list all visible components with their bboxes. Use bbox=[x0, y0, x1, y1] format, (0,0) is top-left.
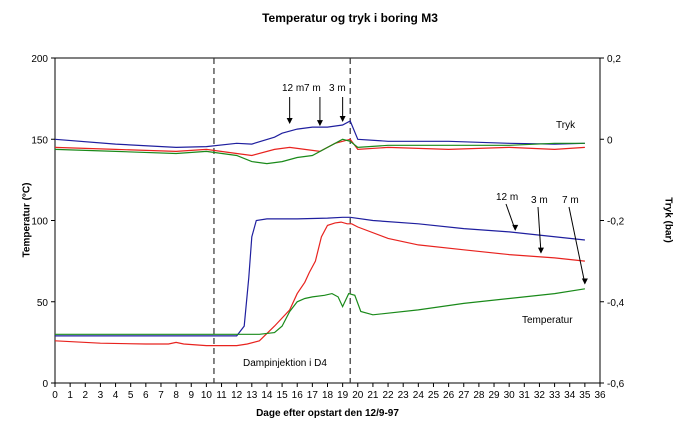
y-right-tick-label: 0,2 bbox=[607, 54, 621, 65]
x-tick-label: 30 bbox=[504, 390, 516, 401]
x-tick-label: 15 bbox=[277, 390, 289, 401]
arrow-head bbox=[339, 116, 346, 122]
x-tick-label: 35 bbox=[579, 390, 591, 401]
arrow-head bbox=[316, 120, 323, 127]
x-tick-label: 18 bbox=[322, 390, 334, 401]
x-tick-label: 36 bbox=[594, 390, 606, 401]
x-tick-label: 29 bbox=[488, 390, 500, 401]
annotation-depth-label: 3 m bbox=[329, 83, 346, 94]
y-left-tick-label: 50 bbox=[37, 298, 49, 309]
y-left-tick-label: 100 bbox=[31, 217, 48, 228]
x-tick-label: 1 bbox=[67, 390, 73, 401]
y-axis-left-label: Temperatur (°C) bbox=[21, 182, 33, 258]
x-tick-label: 31 bbox=[519, 390, 531, 401]
annotation-arrow bbox=[568, 206, 586, 284]
arrow-head bbox=[537, 247, 544, 254]
y-axis-right-label: Tryk (bar) bbox=[662, 197, 674, 243]
x-tick-label: 2 bbox=[82, 390, 88, 401]
pressure-line-m12 bbox=[54, 120, 585, 149]
temperature-line-m7 bbox=[55, 288, 585, 335]
x-tick-label: 9 bbox=[188, 390, 194, 401]
y-right-tick-label: -0,2 bbox=[607, 217, 625, 228]
chart-title: Temperatur og tryk i boring M3 bbox=[262, 11, 438, 25]
x-tick-label: 34 bbox=[564, 390, 576, 401]
x-tick-label: 28 bbox=[473, 390, 485, 401]
annotation-tryk: Tryk bbox=[556, 120, 576, 131]
pressure-line-m7 bbox=[54, 138, 585, 165]
y-right-tick-label: -0,4 bbox=[607, 298, 625, 309]
x-tick-label: 20 bbox=[352, 390, 364, 401]
x-tick-label: 16 bbox=[292, 390, 304, 401]
x-tick-label: 33 bbox=[549, 390, 561, 401]
annotation-depth-label: 7 m bbox=[562, 195, 579, 206]
x-tick-label: 6 bbox=[143, 390, 149, 401]
y-left-tick-label: 150 bbox=[31, 135, 48, 146]
x-tick-label: 3 bbox=[98, 390, 104, 401]
y-left-tick-label: 0 bbox=[42, 379, 48, 390]
arrow-head bbox=[581, 278, 588, 285]
y-right-tick-label: -0,6 bbox=[607, 379, 625, 390]
x-axis-label: Dage efter opstart den 12/9-97 bbox=[256, 408, 399, 419]
x-tick-label: 21 bbox=[367, 390, 379, 401]
x-tick-label: 14 bbox=[261, 390, 273, 401]
x-tick-label: 12 bbox=[231, 390, 243, 401]
x-tick-label: 7 bbox=[158, 390, 164, 401]
x-tick-label: 17 bbox=[307, 390, 319, 401]
x-tick-label: 23 bbox=[398, 390, 410, 401]
y-left-tick-label: 200 bbox=[31, 54, 48, 65]
x-tick-label: 26 bbox=[443, 390, 455, 401]
x-tick-label: 22 bbox=[382, 390, 394, 401]
temperature-line-m12 bbox=[55, 216, 585, 337]
x-tick-label: 8 bbox=[173, 390, 179, 401]
arrow-head bbox=[286, 118, 293, 125]
x-tick-label: 25 bbox=[428, 390, 440, 401]
annotation-depth-label: 12 m bbox=[496, 192, 518, 203]
y-right-tick-label: 0 bbox=[607, 135, 613, 146]
x-tick-label: 10 bbox=[201, 390, 213, 401]
pressure-line-m3 bbox=[54, 138, 585, 157]
x-tick-label: 5 bbox=[128, 390, 134, 401]
temperature-line-m3 bbox=[54, 221, 585, 347]
x-tick-label: 32 bbox=[534, 390, 546, 401]
x-tick-label: 4 bbox=[113, 390, 119, 401]
annotation-dampinjektion: Dampinjektion i D4 bbox=[243, 358, 327, 369]
annotation-depth-label: 12 m bbox=[282, 83, 304, 94]
x-tick-label: 13 bbox=[246, 390, 258, 401]
annotation-arrow bbox=[537, 206, 542, 253]
x-tick-label: 19 bbox=[337, 390, 349, 401]
annotation-depth-label: 3 m bbox=[531, 195, 548, 206]
x-tick-label: 0 bbox=[52, 390, 58, 401]
arrow-head bbox=[512, 224, 519, 231]
x-tick-label: 11 bbox=[216, 390, 227, 401]
x-tick-label: 24 bbox=[413, 390, 425, 401]
x-tick-label: 27 bbox=[458, 390, 470, 401]
annotation-temperatur: Temperatur bbox=[522, 315, 573, 326]
annotation-depth-label: 7 m bbox=[304, 83, 321, 94]
